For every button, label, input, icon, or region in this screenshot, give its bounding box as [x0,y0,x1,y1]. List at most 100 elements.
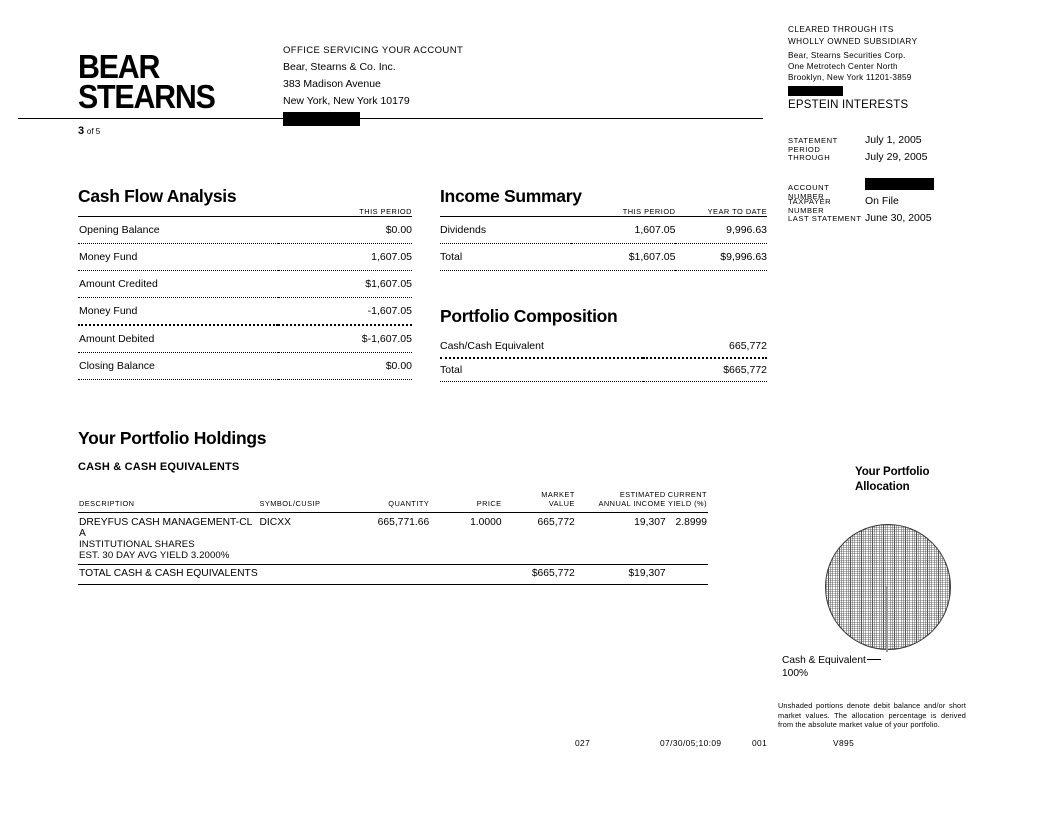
cash-flow-label-0: Opening Balance [79,224,160,236]
cleared-through-block: CLEARED THROUGH ITS WHOLLY OWNED SUBSIDI… [788,24,918,47]
table-row: Amount Credited $1,607.05 [78,271,412,298]
footer-form-code: V895 [833,738,855,748]
meta-value-statement-period: July 1, 2005 [865,134,922,146]
holdings-description-cell: DREYFUS CASH MANAGEMENT-CL A INSTITUTION… [78,513,258,563]
portfolio-holdings-section: Your Portfolio Holdings CASH & CASH EQUI… [78,428,708,585]
portcomp-label-0: Cash/Cash Equivalent [440,340,544,352]
pie-legend-label: Cash & Equivalent [782,655,866,666]
holdings-yield-0: 2.8999 [675,517,708,528]
portcomp-separator-total [440,381,767,382]
table-row: Amount Debited $-1,607.05 [78,325,412,352]
table-row: DREYFUS CASH MANAGEMENT-CL A INSTITUTION… [78,513,708,563]
header-divider [18,118,763,119]
cash-flow-amount-1: 1,607.05 [371,251,412,263]
meta-row-last-statement: LAST STATEMENT June 30, 2005 [788,212,1038,229]
meta-value-through: July 29, 2005 [865,151,928,163]
meta-value-taxpayer-number: On File [865,195,899,207]
holdings-col-market-value-l2: VALUE [548,498,575,508]
cash-flow-separator-5 [78,379,412,380]
page-number-total: of 5 [86,127,101,136]
cash-flow-separator-4 [78,352,412,353]
bear-stearns-logo: BEAR STEARNS [78,48,262,114]
meta-label-through: THROUGH [788,153,831,162]
holdings-col-price: PRICE [476,498,502,508]
pie-slice-cash-equivalent [825,524,951,650]
holdings-col-market-value: MARKET VALUE [503,490,576,510]
holdings-symbol-0: DICXX [259,517,291,528]
holdings-total-annual-income: $19,307 [628,568,666,579]
cash-flow-amount-2: $1,607.05 [365,278,412,290]
logo-line-1: BEAR [78,48,160,85]
footer-code-c: 001 [752,738,768,748]
table-row-total: Total $1,607.05 $9,996.63 [440,244,767,271]
holdings-description-line-2: INSTITUTIONAL SHARES [79,539,195,550]
holdings-title: Your Portfolio Holdings [78,428,267,448]
allocation-title-line-1: Your Portfolio [855,466,930,478]
office-line-3: New York, New York 10179 [283,95,410,107]
cleared-line-1: CLEARED THROUGH ITS [788,25,894,34]
income-summary-table: THIS PERIOD YEAR TO DATE Dividends 1,607… [440,207,767,271]
holdings-total-label: TOTAL CASH & CASH EQUIVALENTS [79,568,258,579]
holdings-table: DESCRIPTION SYMBOL/CUSIP QUANTITY PRICE … [78,490,708,585]
cash-flow-col-header-row: THIS PERIOD [78,207,412,217]
holdings-total-market-value: $665,772 [531,568,575,579]
income-label-0: Dividends [440,224,487,236]
cash-flow-title: Cash Flow Analysis [78,186,237,206]
holdings-section-label: CASH & CASH EQUIVALENTS [78,461,240,473]
holdings-description-line-3: EST. 30 DAY AVG YIELD 3.2000% [79,550,230,561]
cash-flow-label-5: Closing Balance [79,360,155,372]
holdings-price-0: 1.0000 [470,517,502,528]
income-col-header-row: THIS PERIOD YEAR TO DATE [440,207,767,217]
income-separator-total [440,270,767,271]
income-summary-title: Income Summary [440,186,582,206]
holdings-header-rule [78,510,708,513]
holdings-description-line-1: DREYFUS CASH MANAGEMENT-CL A [79,517,252,539]
income-summary-section: Income Summary THIS PERIOD YEAR TO DATE … [440,186,767,271]
holdings-header-row: DESCRIPTION SYMBOL/CUSIP QUANTITY PRICE … [78,490,708,510]
cash-flow-separator-1 [78,270,412,271]
income-total-label: Total [440,251,463,263]
meta-label-last-statement: LAST STATEMENT [788,214,862,223]
office-line-2: 383 Madison Avenue [283,78,381,90]
allocation-title: Your Portfolio Allocation [855,465,1035,495]
pie-legend-percent: 100% [782,668,809,679]
office-line-1: Bear, Stearns & Co. Inc. [283,61,396,73]
portcomp-total-label: Total [440,364,463,376]
pie-legend-leader-line [866,659,881,660]
cash-flow-label-1: Money Fund [79,251,138,263]
portfolio-composition-section: Portfolio Composition Cash/Cash Equivale… [440,306,767,382]
holdings-col-yield: CURRENT YIELD (%) [667,490,708,510]
holdings-market-value-0: 665,772 [537,517,575,528]
page-number-current: 3 [78,125,85,137]
table-row: Dividends 1,607.05 9,996.63 [440,217,767,243]
table-row: Cash/Cash Equivalent 665,772 [440,335,767,357]
portfolio-allocation-section: Your Portfolio Allocation Cash & Equival… [778,465,1035,730]
subsidiary-line-2: One Metrotech Center North [788,62,898,71]
meta-label-statement-period: STATEMENT PERIOD [788,136,838,154]
cash-flow-separator-2 [78,297,412,298]
income-separator-0 [440,243,767,244]
holdings-col-yield-l1: CURRENT [667,490,707,499]
income-rule-top [440,216,767,217]
holdings-col-annual-income-l1: ESTIMATED [619,490,666,499]
holdings-col-annual-income-l2: ANNUAL INCOME [598,498,666,508]
portfolio-composition-title: Portfolio Composition [440,306,618,326]
holdings-col-market-value-l1: MARKET [541,490,575,499]
income-ytd-0: 9,996.63 [726,224,767,236]
income-total-this-period: $1,607.05 [628,251,676,263]
cash-flow-rule-top [78,216,412,217]
income-total-ytd: $9,996.63 [720,251,767,263]
cash-flow-table: THIS PERIOD Opening Balance $0.00 Money … [78,207,412,380]
meta-value-last-statement: June 30, 2005 [865,212,932,224]
footer-timestamp: 07/30/05;10:09 [660,738,722,748]
income-this-period-0: 1,607.05 [634,224,676,236]
pie-legend-row: Cash & Equivalent [782,654,1035,667]
cash-flow-label-3: Money Fund [79,305,138,317]
table-row-total: TOTAL CASH & CASH EQUIVALENTS $665,772 $… [78,565,708,583]
holdings-col-annual-income: ESTIMATED ANNUAL INCOME [576,490,667,510]
account-holder-name: EPSTEIN INTERESTS [788,99,909,111]
cash-flow-separator-0 [78,243,412,244]
subsidiary-line-1: Bear, Stearns Securities Corp. [788,51,906,60]
holdings-quantity-0: 665,771.66 [377,517,430,528]
